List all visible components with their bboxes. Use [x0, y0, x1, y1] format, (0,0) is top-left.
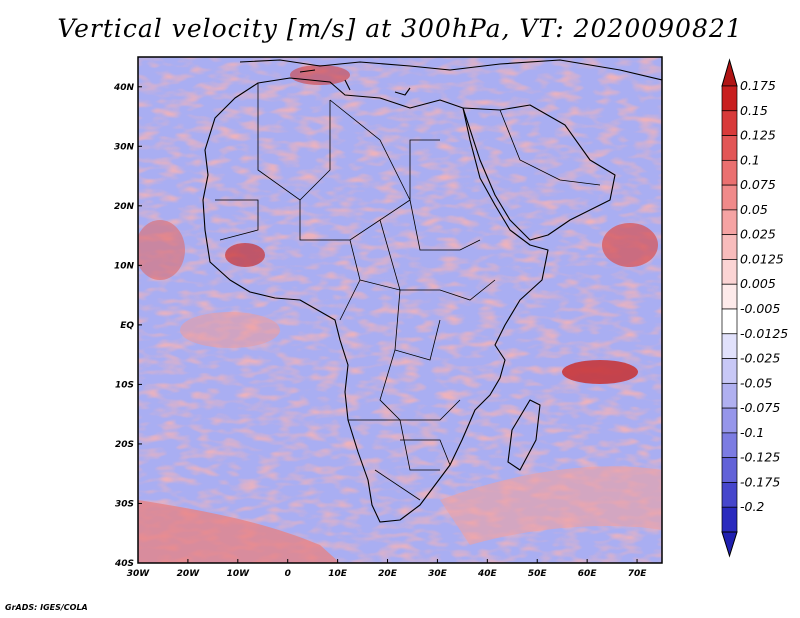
- country-borders: [215, 83, 601, 501]
- red-patch-tropical-atlantic: [180, 312, 280, 348]
- colorbar-label: -0.2: [740, 499, 764, 514]
- red-patch-west: [138, 220, 185, 280]
- colorbar-label: 0.075: [740, 177, 776, 192]
- colorbar-label: 0.125: [740, 128, 776, 143]
- med-islands: [299, 69, 411, 96]
- red-patch-northeast: [602, 223, 658, 267]
- lon-tick-label: 20W: [177, 569, 201, 579]
- colorbar-swatch: [721, 184, 738, 211]
- lon-tick-label: 70E: [628, 569, 648, 579]
- lon-tick-label: 50E: [528, 569, 548, 579]
- colorbar-swatch: [721, 308, 738, 335]
- lat-tick-label: 20N: [114, 202, 135, 212]
- lon-tick-label: 10W: [227, 569, 251, 579]
- lat-tick-label: 30N: [114, 142, 135, 152]
- lat-tick-label: 40S: [114, 559, 134, 569]
- colorbar-swatch: [721, 209, 738, 236]
- colorbar-label: -0.125: [740, 450, 780, 465]
- colorbar-label: 0.005: [740, 276, 776, 291]
- colorbar-swatch: [721, 283, 738, 310]
- lat-tick-label: 30S: [115, 499, 134, 509]
- colorbar-swatch: [721, 457, 738, 483]
- colorbar-label: -0.025: [740, 351, 780, 366]
- colorbar-label: 0.1: [740, 152, 760, 167]
- arabia-coastline: [462, 104, 616, 241]
- coastlines: [202, 59, 662, 523]
- colorbar-label: -0.05: [740, 375, 772, 390]
- lon-tick-label: 30W: [127, 569, 151, 579]
- lat-tick-label: 40N: [113, 83, 135, 93]
- colorbar-swatch: [721, 432, 738, 459]
- lon-tick-label: 40E: [477, 569, 498, 579]
- lat-tick-label: EQ: [120, 321, 134, 331]
- lon-tick-label: 60E: [578, 569, 598, 579]
- red-patch-sahel: [225, 243, 265, 267]
- colorbar: 0.175 0.15 0.125 0.1 0.075 0.05 0.025 0.0125 0.0…: [721, 58, 788, 558]
- colorbar-label: -0.0125: [740, 326, 788, 341]
- colorbar-label: 0.15: [740, 103, 768, 118]
- latitude-axis: 40N 30N 20N 10N EQ 10S 20S 30S 40S: [113, 83, 142, 569]
- colorbar-swatch: [721, 382, 738, 409]
- longitude-axis: 30W 20W 10W 0 10E 20E 30E 40E 50E 60E 70E: [127, 559, 647, 579]
- colorbar-label: 0.05: [740, 202, 768, 217]
- colorbar-swatch: [721, 234, 738, 260]
- plot-frame: [137, 56, 663, 564]
- velocity-field: [138, 57, 662, 563]
- europe-coastline: [239, 59, 662, 81]
- colorbar-label: 0.0125: [740, 251, 784, 266]
- lat-tick-label: 10S: [115, 380, 134, 390]
- colorbar-swatch: [721, 407, 738, 434]
- map-title: Vertical velocity [m/s] at 300hPa, VT: 2…: [57, 14, 743, 43]
- colorbar-swatch: [721, 259, 738, 285]
- africa-coastline: [202, 77, 549, 523]
- lat-tick-label: 20S: [115, 440, 134, 450]
- colorbar-label: -0.005: [740, 301, 780, 316]
- colorbar-label: -0.1: [740, 425, 764, 440]
- lon-tick-label: 20E: [378, 569, 398, 579]
- red-band-southwest: [138, 500, 340, 563]
- colorbar-label: 0.175: [740, 78, 776, 93]
- colorbar-swatch: [721, 482, 738, 508]
- lon-tick-label: 0: [285, 569, 291, 579]
- colorbar-swatch: [721, 506, 738, 533]
- colorbar-label: -0.175: [740, 474, 780, 489]
- colorbar-swatch: [721, 333, 738, 359]
- colorbar-swatch: [721, 85, 738, 112]
- colorbar-swatch: [721, 358, 738, 384]
- lon-tick-label: 30E: [428, 569, 448, 579]
- red-patch-east: [562, 360, 638, 384]
- lat-tick-label: 10N: [114, 261, 135, 271]
- colorbar-swatch: [721, 110, 738, 136]
- colorbar-top-arrow: [721, 58, 738, 87]
- colorbar-bottom-arrow: [721, 531, 738, 558]
- colorbar-swatch: [721, 135, 738, 161]
- credit-text: GrADS: IGES/COLA: [5, 603, 88, 612]
- madagascar-coastline: [507, 399, 541, 471]
- colorbar-label: -0.075: [740, 400, 780, 415]
- colorbar-label: 0.025: [740, 227, 776, 242]
- colorbar-swatch: [721, 159, 738, 186]
- lon-tick-label: 10E: [328, 569, 348, 579]
- red-band-south-indian: [440, 466, 662, 545]
